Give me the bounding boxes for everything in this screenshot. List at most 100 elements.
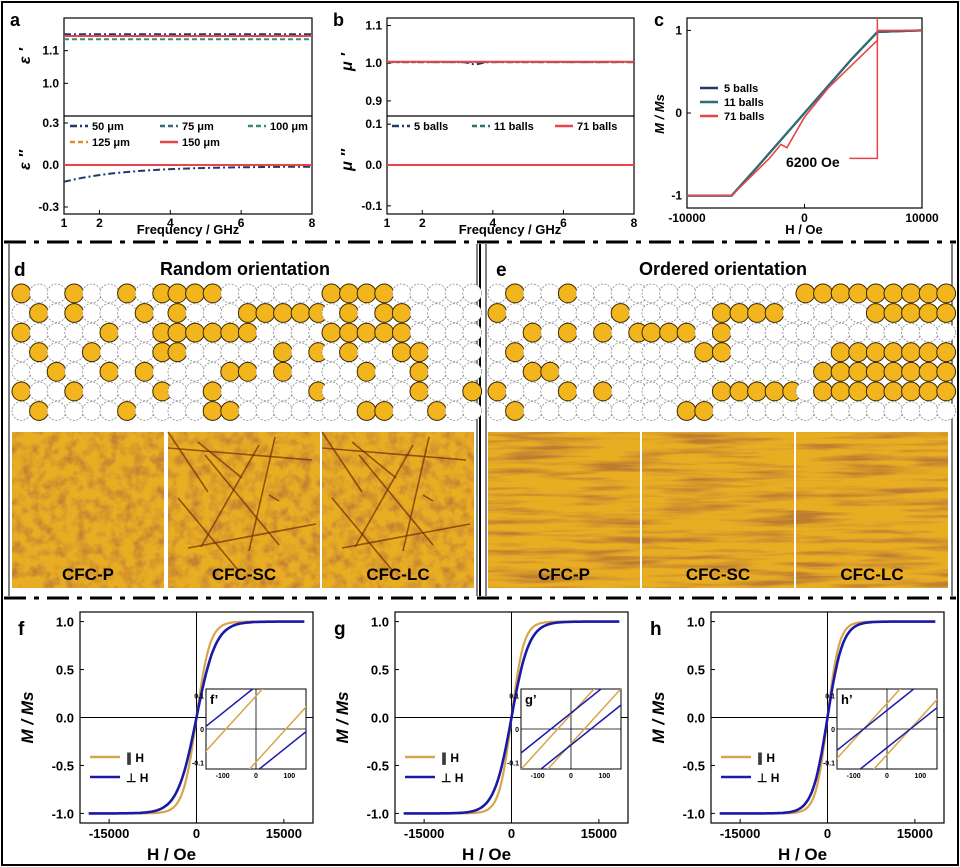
empty-ball (813, 303, 833, 323)
y-tick-label: 0 (675, 106, 682, 120)
x-tick-label: 15000 (266, 826, 302, 841)
y-tick-label: 0.0 (687, 711, 705, 726)
empty-ball (676, 342, 697, 363)
empty-ball (462, 361, 483, 382)
empty-ball (918, 322, 939, 343)
empty-ball (676, 381, 697, 402)
filled-ball (202, 283, 223, 304)
y-tick-label: 1.0 (687, 615, 705, 630)
empty-ball (409, 322, 430, 343)
empty-ball (391, 361, 412, 382)
filled-ball (255, 303, 276, 323)
inset-y-tick: 0 (200, 727, 204, 734)
empty-ball (255, 381, 276, 402)
empty-ball (374, 342, 395, 363)
filled-ball (167, 283, 188, 304)
legend-label-1: 5 balls (724, 83, 758, 95)
inset-letter: g’ (525, 692, 537, 707)
legend-label-1: ∥ H (757, 751, 775, 765)
filled-ball (505, 401, 525, 421)
empty-ball (321, 401, 342, 421)
filled-ball (321, 322, 342, 343)
micrograph-4: CFC-P (488, 432, 640, 588)
y-tick-label: -1 (671, 189, 682, 203)
y-tick-label: 1.0 (42, 76, 59, 90)
panel-a-bottom-ylabel: ε ″ (17, 149, 34, 170)
empty-ball (659, 381, 679, 402)
filled-ball (391, 303, 412, 323)
empty-ball (522, 303, 543, 323)
empty-ball (117, 381, 137, 402)
empty-ball (82, 303, 102, 323)
empty-ball (848, 303, 868, 323)
empty-ball (641, 361, 662, 382)
y-tick-label: 0.9 (365, 94, 382, 108)
empty-ball (711, 283, 732, 304)
filled-ball (11, 381, 32, 402)
empty-ball (374, 361, 395, 382)
empty-ball (593, 401, 613, 421)
empty-ball (610, 361, 631, 382)
inset-y-tick: -0.1 (507, 760, 519, 767)
y-tick-label: 1.1 (42, 44, 59, 58)
legend-label-2: 75 μm (182, 121, 214, 133)
filled-ball (64, 303, 85, 323)
empty-ball (339, 401, 359, 421)
legend-label-1: ∥ H (441, 751, 459, 765)
empty-ball (865, 322, 886, 343)
inset-x-tick: -100 (531, 773, 545, 780)
inset-branch-2 (258, 730, 306, 769)
filled-ball (865, 361, 886, 382)
y-axis-label: M / Ms (649, 692, 668, 744)
empty-ball (444, 381, 465, 402)
filled-ball (220, 322, 241, 343)
empty-ball (462, 303, 483, 323)
empty-ball (659, 361, 679, 382)
filled-ball (918, 283, 939, 304)
panel-c-annotation: 6200 Oe (786, 154, 840, 170)
empty-ball (694, 381, 714, 402)
x-tick-label: 1 (384, 216, 391, 230)
filled-ball (936, 342, 957, 363)
empty-ball (795, 401, 816, 421)
filled-ball (487, 303, 508, 323)
panel-a: a ε ′ ε ″ Frequency / GHz 1 2 4 6 8 1.1 1.0 0.3… (10, 10, 316, 237)
filled-ball (610, 303, 631, 323)
filled-ball (883, 303, 904, 323)
legend-label-2: ⊥ H (441, 771, 463, 785)
filled-ball (557, 381, 578, 402)
empty-ball (557, 361, 578, 382)
inset-y-tick: 0.1 (194, 694, 204, 701)
empty-ball (540, 322, 560, 343)
empty-ball (540, 303, 560, 323)
empty-ball (575, 381, 596, 402)
inset-x-tick: 0 (254, 773, 258, 780)
inset-branch-1 (837, 689, 902, 760)
empty-ball (918, 401, 939, 421)
y-tick-label: -1.0 (367, 806, 389, 821)
y-axis-label: M / Ms (18, 692, 37, 744)
empty-ball (641, 401, 662, 421)
panel-b-bottom-ylabel: μ ″ (339, 148, 356, 172)
legend-label-4: 125 μm (92, 137, 130, 149)
filled-ball (64, 381, 85, 402)
empty-ball (641, 303, 662, 323)
empty-ball (273, 322, 293, 343)
filled-ball (356, 361, 377, 382)
empty-ball (46, 303, 67, 323)
empty-ball (747, 401, 767, 421)
empty-ball (11, 361, 32, 382)
empty-ball (391, 283, 412, 304)
filled-ball (167, 342, 188, 363)
empty-ball (273, 381, 293, 402)
empty-ball (29, 361, 49, 382)
filled-ball (522, 361, 543, 382)
empty-ball (185, 361, 205, 382)
empty-ball (409, 283, 430, 304)
empty-ball (64, 342, 84, 363)
empty-ball (813, 322, 833, 343)
empty-ball (557, 342, 578, 363)
filled-ball (540, 361, 561, 382)
legend-label-2: ⊥ H (757, 771, 779, 785)
